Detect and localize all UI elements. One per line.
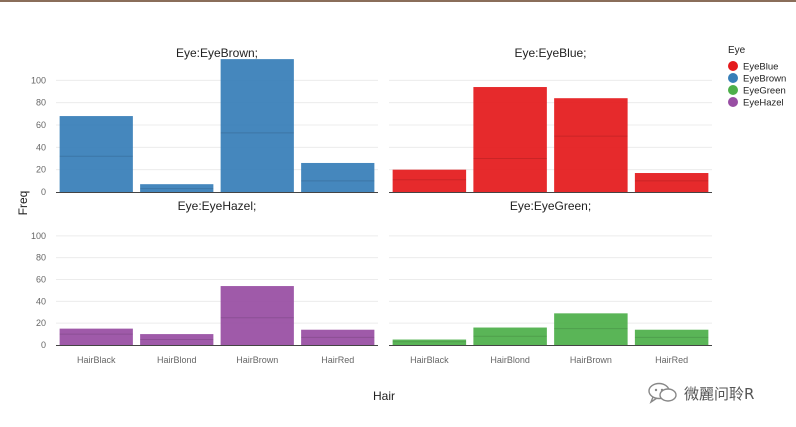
x-tick-label: HairBrown bbox=[570, 355, 612, 365]
y-tick-label: 40 bbox=[36, 142, 46, 152]
bar[interactable] bbox=[59, 328, 133, 345]
x-tick-label: HairRed bbox=[321, 355, 354, 365]
legend-label: EyeHazel bbox=[743, 98, 784, 109]
bar[interactable] bbox=[59, 116, 133, 192]
bar[interactable] bbox=[634, 173, 709, 192]
legend-swatch bbox=[728, 85, 738, 95]
bar[interactable] bbox=[140, 184, 214, 192]
bar[interactable] bbox=[301, 162, 375, 192]
y-tick-label: 80 bbox=[36, 253, 46, 263]
facet-panel: Eye:EyeBlue; bbox=[389, 46, 712, 193]
bar[interactable] bbox=[220, 59, 294, 192]
facet-title: Eye:EyeGreen; bbox=[510, 199, 591, 213]
y-tick-label: 20 bbox=[36, 165, 46, 175]
y-tick-label: 60 bbox=[36, 275, 46, 285]
legend-item[interactable]: EyeHazel bbox=[728, 97, 784, 109]
x-tick-label: HairBrown bbox=[236, 355, 278, 365]
watermark-text: 微麗问聆R bbox=[684, 384, 755, 403]
y-tick-label: 0 bbox=[41, 187, 46, 197]
x-axis-title: Hair bbox=[373, 389, 395, 403]
x-tick-label: HairBlond bbox=[490, 355, 530, 365]
facet-panel: HairBlack HairBlond HairBrown HairRed Eye:Ey… bbox=[389, 199, 712, 365]
facet-panels: 0 20 40 60 80 100 Eye:EyeBrown; Eye:EyeBlue; 0 20… bbox=[31, 46, 712, 365]
facet-title: Eye:EyeBrown; bbox=[176, 46, 258, 60]
facet-panel: 0 20 40 60 80 100 Eye:EyeBrown; bbox=[31, 46, 378, 197]
y-tick-label: 60 bbox=[36, 120, 46, 130]
x-tick-label: HairBlack bbox=[77, 355, 116, 365]
bar[interactable] bbox=[392, 169, 467, 192]
y-tick-label: 0 bbox=[41, 340, 46, 350]
top-border bbox=[0, 0, 796, 2]
y-tick-label: 40 bbox=[36, 296, 46, 306]
y-tick-label: 100 bbox=[31, 75, 46, 85]
x-tick-label: HairBlond bbox=[157, 355, 197, 365]
legend-item[interactable]: EyeBrown bbox=[728, 73, 786, 85]
y-tick-label: 20 bbox=[36, 318, 46, 328]
bar[interactable] bbox=[301, 329, 375, 345]
bar[interactable] bbox=[473, 87, 547, 192]
facet-panel: 0 20 40 60 80 100 HairBlack HairBlond HairBrown H… bbox=[31, 199, 378, 365]
watermark: 微麗问聆R bbox=[648, 380, 754, 406]
facet-title: Eye:EyeBlue; bbox=[514, 46, 586, 60]
legend-item[interactable]: EyeBlue bbox=[728, 61, 778, 73]
legend-title: Eye bbox=[728, 45, 746, 56]
bar[interactable] bbox=[140, 334, 214, 345]
legend-item[interactable]: EyeGreen bbox=[728, 85, 786, 97]
legend-label: EyeBrown bbox=[743, 74, 786, 85]
y-tick-label: 80 bbox=[36, 98, 46, 108]
y-tick-label: 100 bbox=[31, 231, 46, 241]
bar[interactable] bbox=[634, 329, 709, 345]
facet-title: Eye:EyeHazel; bbox=[178, 199, 257, 213]
legend-swatch bbox=[728, 73, 738, 83]
legend-label: EyeGreen bbox=[743, 86, 786, 97]
legend-swatch bbox=[728, 97, 738, 107]
bar[interactable] bbox=[554, 98, 628, 192]
wechat-icon bbox=[648, 382, 677, 404]
legend-label: EyeBlue bbox=[743, 62, 778, 73]
y-axis-title: Freq bbox=[16, 191, 30, 216]
bar[interactable] bbox=[473, 327, 547, 345]
legend-swatch bbox=[728, 61, 738, 71]
x-tick-label: HairRed bbox=[655, 355, 688, 365]
x-tick-label: HairBlack bbox=[410, 355, 449, 365]
bar[interactable] bbox=[554, 313, 628, 345]
bar[interactable] bbox=[392, 339, 467, 345]
bar[interactable] bbox=[220, 286, 294, 345]
